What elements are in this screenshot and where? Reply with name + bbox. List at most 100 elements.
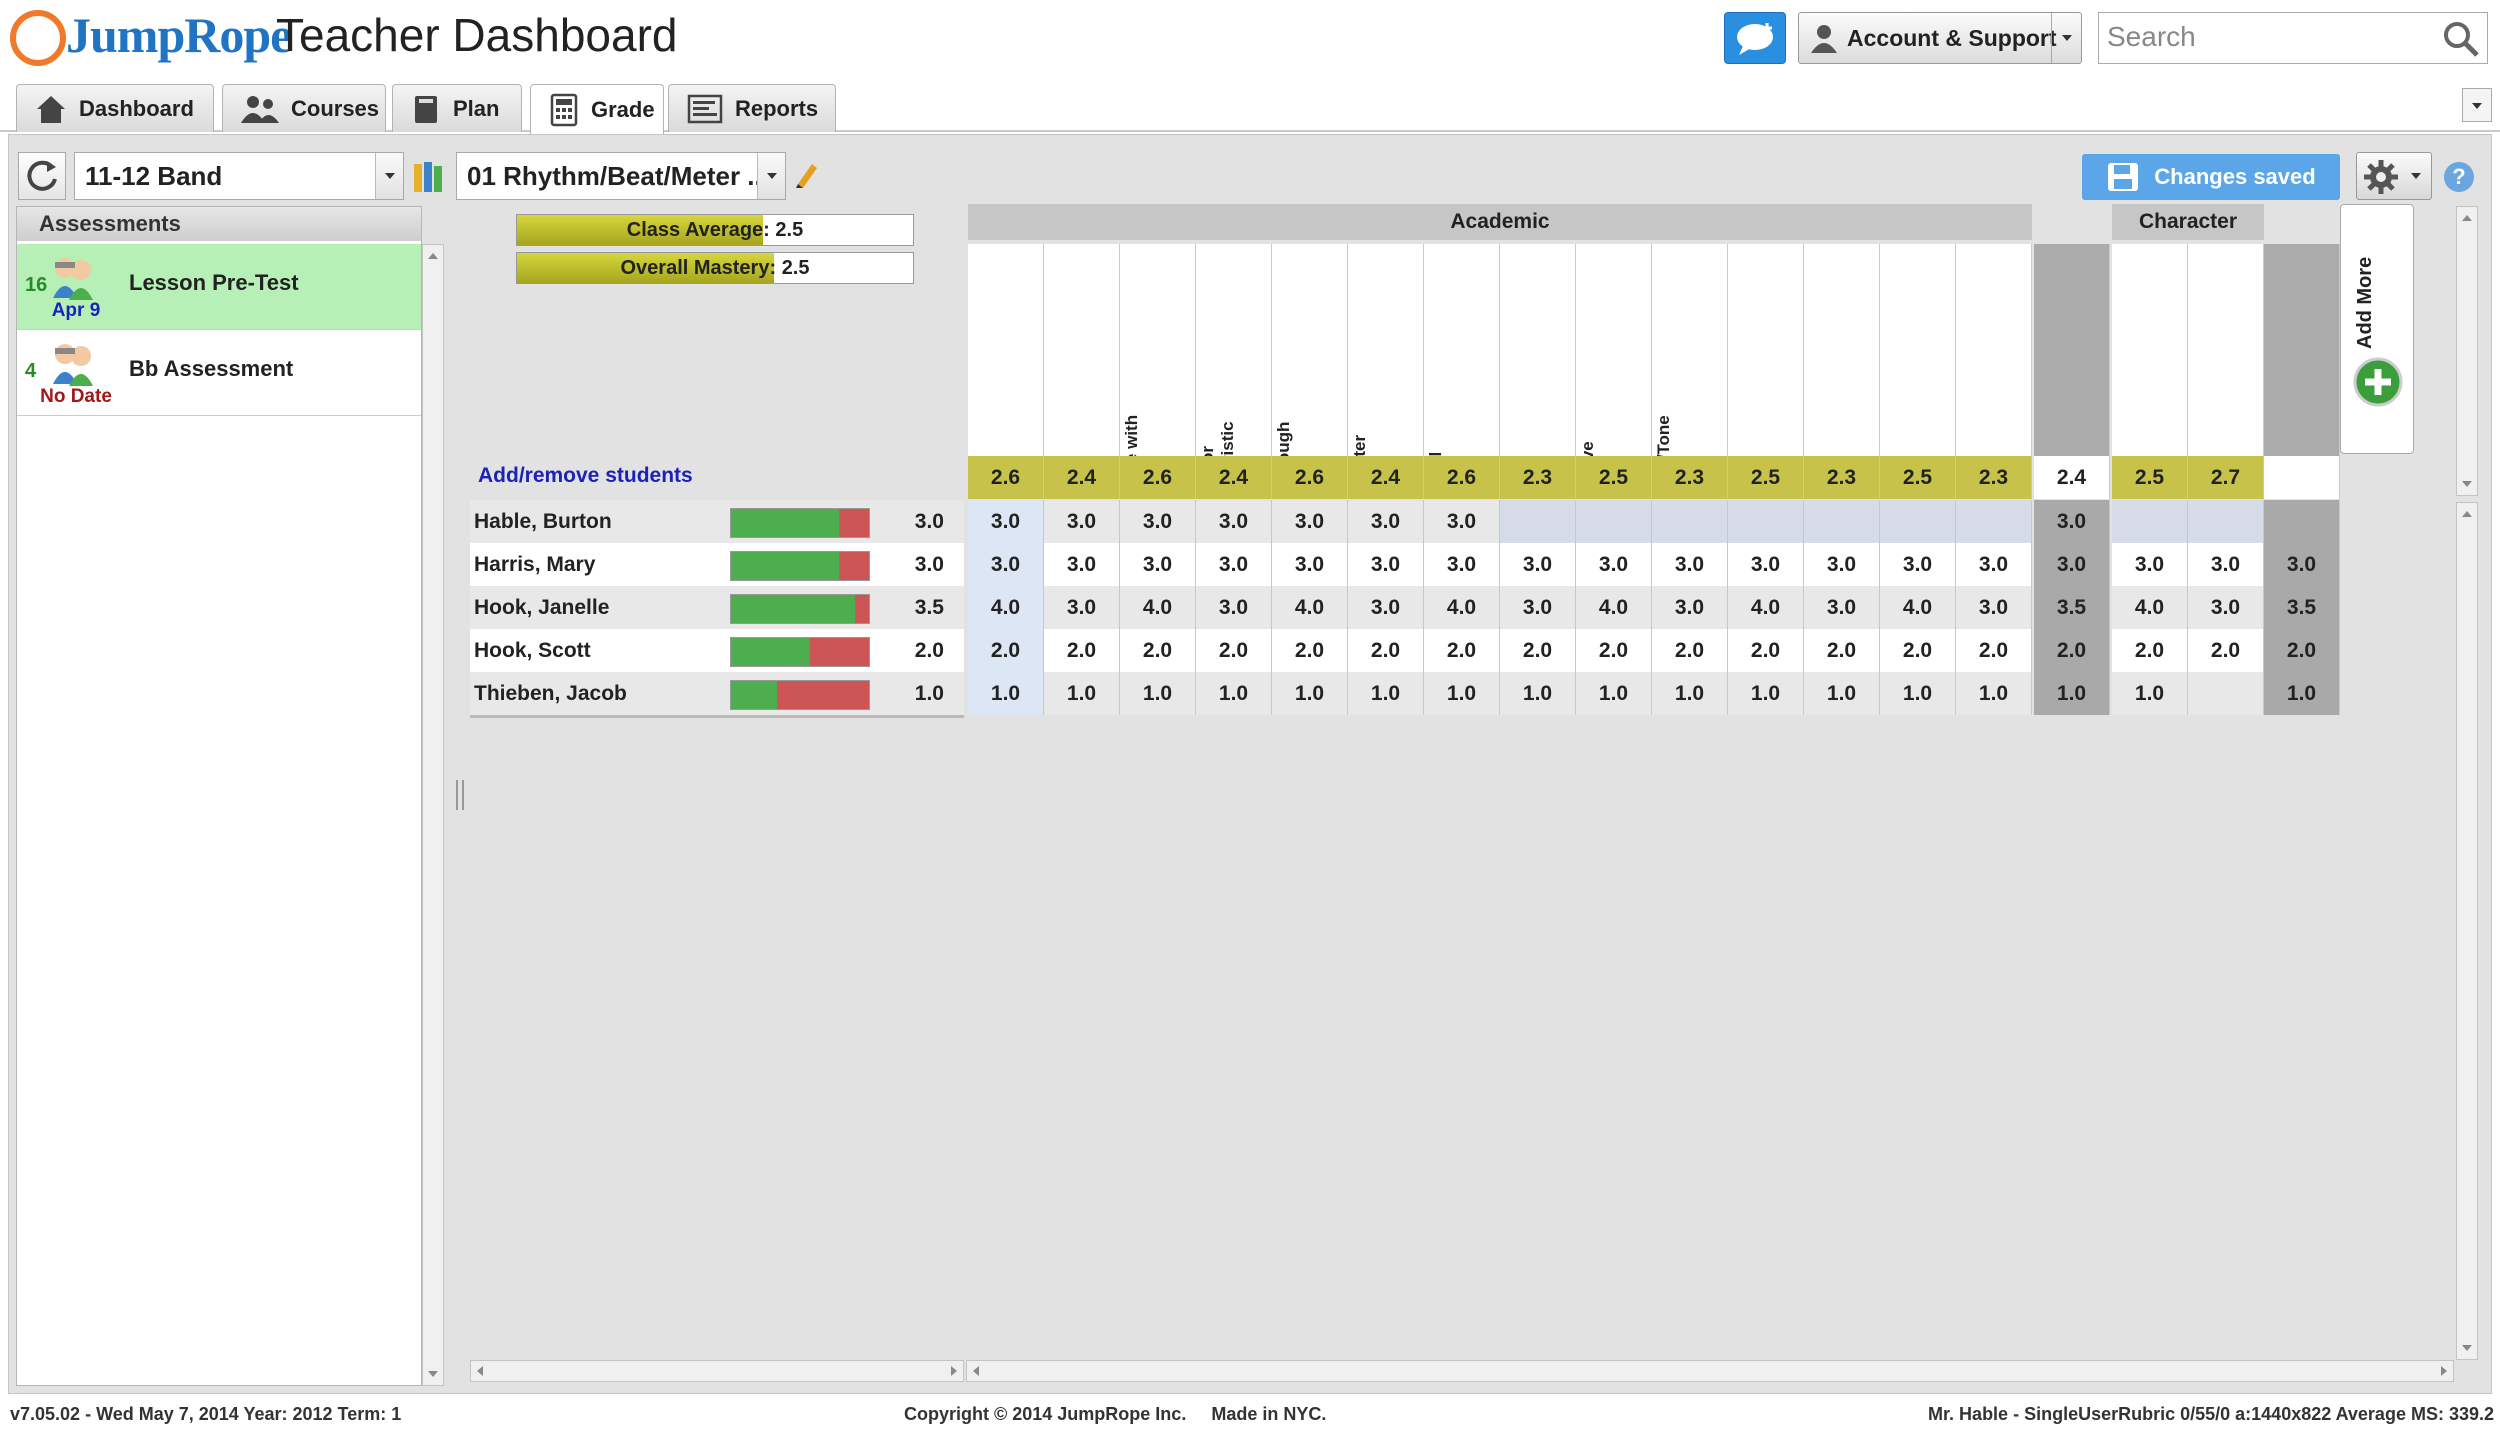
- score-cell[interactable]: 3.0: [1804, 543, 1880, 586]
- score-cell[interactable]: 3.0: [1120, 543, 1196, 586]
- scroll-left-icon[interactable]: [973, 1366, 979, 1376]
- score-cell[interactable]: 3.0: [1348, 543, 1424, 586]
- column-header[interactable]: C02: Make expressive decisions based on: [1576, 244, 1652, 456]
- score-cell[interactable]: 2.0: [1120, 629, 1196, 672]
- score-cell[interactable]: 1.0: [2112, 672, 2188, 715]
- student-name[interactable]: Hook, Scott: [474, 639, 591, 662]
- students-scrollbar-horizontal[interactable]: [470, 1360, 964, 1382]
- score-cell[interactable]: 4.0: [1424, 586, 1500, 629]
- score-cell[interactable]: 2.0: [2034, 629, 2110, 672]
- score-cell[interactable]: 3.0: [1652, 586, 1728, 629]
- score-cell[interactable]: [1880, 500, 1956, 543]
- score-cell[interactable]: 2.0: [1652, 629, 1728, 672]
- help-icon[interactable]: ?: [2444, 162, 2474, 192]
- column-header[interactable]: E03 Rhythm: [1804, 244, 1880, 456]
- score-cell[interactable]: 3.0: [1044, 543, 1120, 586]
- score-cell[interactable]: 3.0: [1576, 543, 1652, 586]
- score-cell[interactable]: [2188, 672, 2264, 715]
- score-cell[interactable]: 4.0: [1120, 586, 1196, 629]
- column-header[interactable]: Academic Total: [2034, 244, 2110, 456]
- scroll-left-icon[interactable]: [477, 1366, 483, 1376]
- score-cell[interactable]: 1.0: [2264, 672, 2340, 715]
- score-cell[interactable]: 3.0: [1196, 543, 1272, 586]
- score-cell[interactable]: 3.0: [1196, 586, 1272, 629]
- column-header[interactable]: E07 Preparedness: [2188, 244, 2264, 456]
- add-more-button[interactable]: Add More: [2340, 204, 2414, 454]
- score-cell[interactable]: 1.0: [1880, 672, 1956, 715]
- score-cell[interactable]: 2.0: [1880, 629, 1956, 672]
- score-cell[interactable]: 1.0: [1196, 672, 1272, 715]
- score-cell[interactable]: 3.0: [2264, 543, 2340, 586]
- score-cell[interactable]: 3.0: [1196, 500, 1272, 543]
- score-cell[interactable]: 3.0: [1424, 500, 1500, 543]
- assessments-scrollbar[interactable]: [422, 244, 444, 1386]
- settings-button[interactable]: [2356, 152, 2432, 200]
- score-cell[interactable]: 1.0: [1804, 672, 1880, 715]
- scroll-right-icon[interactable]: [2441, 1366, 2447, 1376]
- feedback-button[interactable]: [1724, 12, 1786, 64]
- panel-resize-handle[interactable]: [456, 780, 464, 810]
- score-cell[interactable]: 1.0: [1424, 672, 1500, 715]
- column-header[interactable]: B01: Perform a major scale with characte…: [1196, 244, 1272, 456]
- score-cell[interactable]: 1.0: [1348, 672, 1424, 715]
- student-name[interactable]: Hable, Burton: [474, 510, 612, 533]
- score-cell[interactable]: 2.0: [1804, 629, 1880, 672]
- student-name[interactable]: Thieben, Jacob: [474, 682, 627, 705]
- score-cell[interactable]: 1.0: [1044, 672, 1120, 715]
- score-cell[interactable]: 2.0: [1576, 629, 1652, 672]
- scroll-right-icon[interactable]: [951, 1366, 957, 1376]
- score-cell[interactable]: 3.0: [1424, 543, 1500, 586]
- student-row[interactable]: Harris, Mary 3.0: [470, 543, 964, 586]
- score-cell[interactable]: 4.0: [2112, 586, 2188, 629]
- score-cell[interactable]: 2.0: [2264, 629, 2340, 672]
- score-cell[interactable]: 3.0: [968, 543, 1044, 586]
- scroll-down-icon[interactable]: [2462, 1345, 2472, 1351]
- student-row[interactable]: Hook, Janelle 3.5: [470, 586, 964, 629]
- score-cell[interactable]: 3.0: [2188, 543, 2264, 586]
- chevron-down-icon[interactable]: [2051, 13, 2081, 63]
- score-cell[interactable]: 3.0: [1880, 543, 1956, 586]
- score-cell[interactable]: 3.0: [1044, 586, 1120, 629]
- column-header[interactable]: E04 Articulation: [1880, 244, 1956, 456]
- score-cell[interactable]: 1.0: [968, 672, 1044, 715]
- score-cell[interactable]: 3.0: [1348, 586, 1424, 629]
- column-header[interactable]: A06: Breathe in time with proper techniq…: [1120, 244, 1196, 456]
- score-cell[interactable]: 1.0: [2034, 672, 2110, 715]
- score-cell[interactable]: 1.0: [1272, 672, 1348, 715]
- score-cell[interactable]: 3.0: [2034, 500, 2110, 543]
- score-cell[interactable]: 4.0: [1880, 586, 1956, 629]
- score-cell[interactable]: 1.0: [1500, 672, 1576, 715]
- scroll-up-icon[interactable]: [2462, 215, 2472, 221]
- logo[interactable]: JumpRope: [66, 7, 292, 63]
- score-cell[interactable]: 3.0: [1500, 586, 1576, 629]
- score-cell[interactable]: 3.0: [1804, 586, 1880, 629]
- tab-plan[interactable]: Plan: [392, 84, 522, 132]
- column-header[interactable]: E02 Technique: [1728, 244, 1804, 456]
- score-cell[interactable]: 3.0: [1728, 543, 1804, 586]
- books-icon[interactable]: [412, 158, 448, 194]
- tab-dashboard[interactable]: Dashboard: [16, 84, 214, 132]
- scroll-down-icon[interactable]: [2462, 481, 2472, 487]
- scroll-down-icon[interactable]: [428, 1371, 438, 1377]
- score-cell[interactable]: 2.0: [1044, 629, 1120, 672]
- search-icon[interactable]: [2441, 19, 2481, 59]
- assessment-item[interactable]: 16 Lesson Pre-Test Apr 9: [17, 244, 421, 330]
- score-cell[interactable]: 3.0: [1956, 586, 2032, 629]
- score-cell[interactable]: 2.0: [1500, 629, 1576, 672]
- score-cell[interactable]: [1652, 500, 1728, 543]
- grid-scrollbar-vertical[interactable]: [2456, 502, 2478, 1360]
- score-cell[interactable]: 3.0: [1120, 500, 1196, 543]
- score-cell[interactable]: 3.0: [1956, 543, 2032, 586]
- column-header[interactable]: Character Total: [2264, 244, 2340, 456]
- header-scrollbar[interactable]: [2456, 206, 2478, 496]
- column-header[interactable]: A04: Identify meter: [968, 244, 1044, 456]
- student-row[interactable]: Hook, Scott 2.0: [470, 629, 964, 672]
- score-cell[interactable]: 3.0: [1348, 500, 1424, 543]
- column-header[interactable]: E06 Posture/Set-Up: [2112, 244, 2188, 456]
- score-cell[interactable]: 3.0: [968, 500, 1044, 543]
- score-cell[interactable]: [1728, 500, 1804, 543]
- assessment-item[interactable]: 4 Bb Assessment No Date: [17, 330, 421, 416]
- scroll-up-icon[interactable]: [2462, 511, 2472, 517]
- score-cell[interactable]: 3.0: [1652, 543, 1728, 586]
- score-cell[interactable]: 3.0: [1500, 543, 1576, 586]
